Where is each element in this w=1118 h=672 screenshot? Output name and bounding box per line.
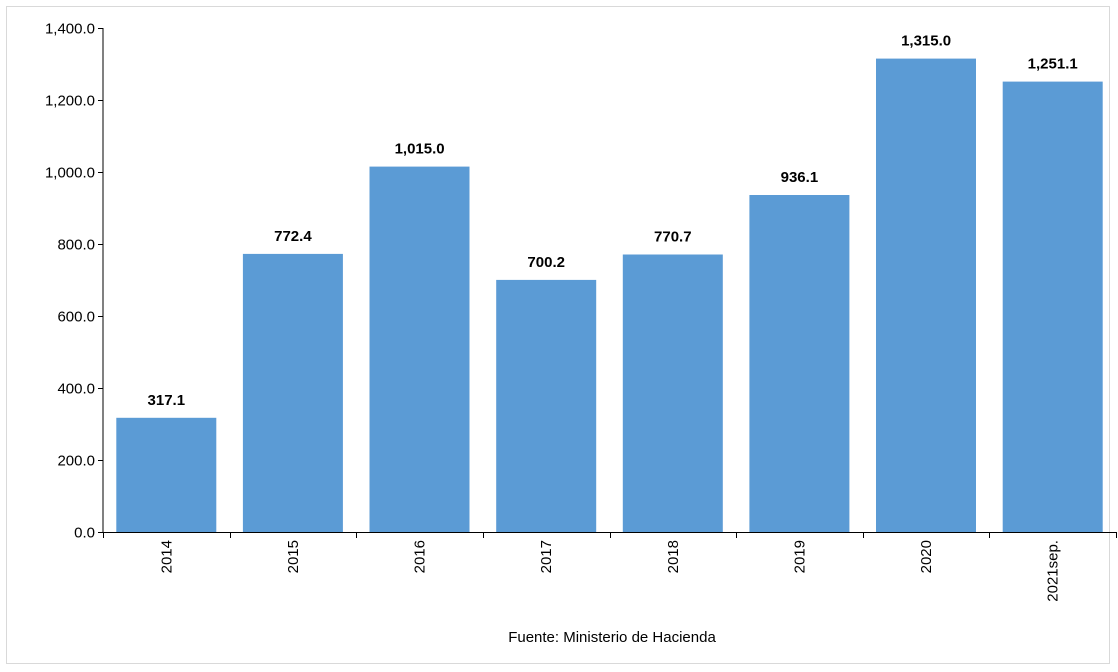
y-tick-label: 1,000.0 [45, 165, 95, 182]
bar-2014 [116, 417, 217, 532]
data-label-2014: 317.1 [148, 392, 186, 409]
data-labels: 317.1 772.4 1,015.0 700.2 770.7 936.1 1,315.0 1… [148, 33, 1078, 409]
data-label-2016: 1,015.0 [395, 141, 445, 158]
y-tick-label: 600.0 [57, 309, 95, 326]
bar-2020 [876, 58, 976, 532]
bar-2017 [496, 279, 597, 532]
y-tick-label: 800.0 [57, 237, 95, 254]
x-tick-label-2019: 2019 [791, 540, 808, 573]
y-axis: 0.0 200.0 400.0 600.0 800.0 1,000.0 1,200.0 1,4… [45, 21, 104, 542]
data-label-2021sep.: 1,251.1 [1028, 56, 1078, 73]
y-tick-label: 1,400.0 [45, 21, 95, 38]
bar-2018 [622, 254, 723, 532]
x-tick-label-2015: 2015 [285, 540, 302, 573]
x-tick-label-2016: 2016 [412, 540, 429, 573]
x-tick-label-2014: 2014 [158, 540, 175, 573]
y-tick-label: 1,200.0 [45, 93, 95, 110]
data-label-2019: 936.1 [781, 169, 819, 186]
bar-2019 [749, 195, 850, 532]
data-label-2017: 700.2 [527, 254, 565, 271]
data-label-2018: 770.7 [654, 229, 692, 246]
source-note: Fuente: Ministerio de Hacienda [508, 629, 716, 646]
data-label-2015: 772.4 [274, 228, 312, 245]
x-tick-label-2017: 2017 [538, 540, 555, 573]
bars [116, 58, 1103, 532]
bar-2021sep. [1002, 81, 1103, 532]
y-tick-label: 0.0 [74, 525, 95, 542]
data-label-2020: 1,315.0 [901, 33, 951, 50]
x-tick-label-2018: 2018 [665, 540, 682, 573]
x-axis: 2014 2015 2016 2017 2018 2019 2020 2021sep. [103, 532, 1117, 602]
x-tick-label-2020: 2020 [918, 540, 935, 573]
bar-2016 [369, 166, 470, 532]
x-tick-label-2021sep.: 2021sep. [1045, 540, 1062, 602]
y-tick-label: 400.0 [57, 381, 95, 398]
bar-2015 [242, 253, 343, 532]
y-tick-label: 200.0 [57, 453, 95, 470]
